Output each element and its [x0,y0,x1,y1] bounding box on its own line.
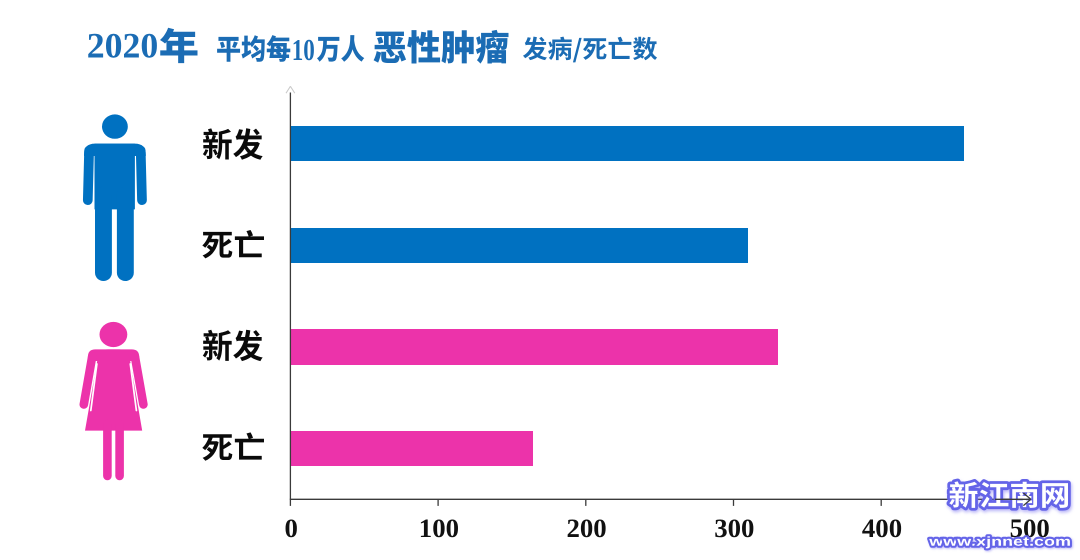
svg-text:200: 200 [566,513,606,543]
svg-text:300: 300 [714,513,754,543]
svg-text:100: 100 [419,513,459,543]
svg-text:2020: 2020 [87,25,159,65]
svg-text:400: 400 [862,513,902,543]
svg-text:0: 0 [284,513,297,543]
